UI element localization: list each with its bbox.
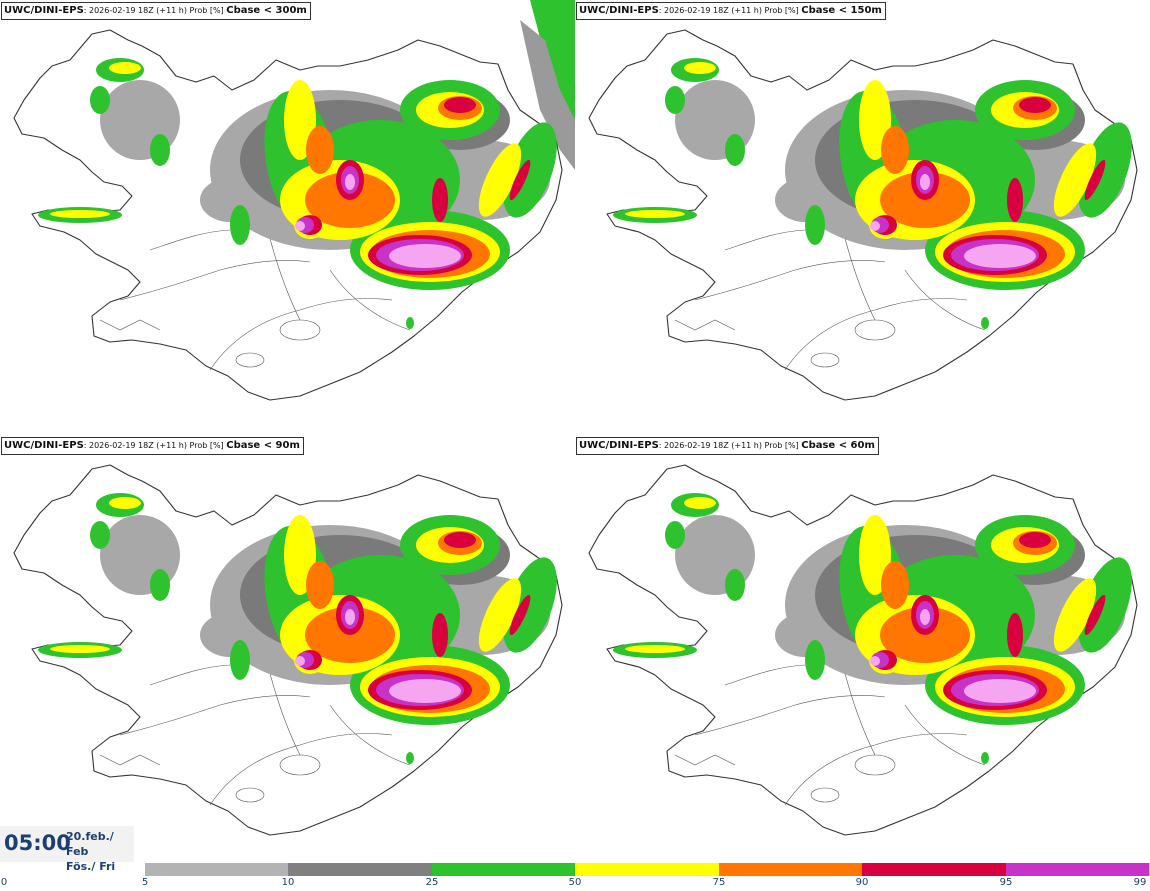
model-name: UWC/DINI-EPS: [4, 5, 84, 16]
legend-bar-50-75: [575, 863, 719, 876]
variable-label: Cbase < 60m: [801, 440, 875, 451]
variable-label: Cbase < 300m: [226, 5, 307, 16]
iceland-shape: [13, 464, 569, 836]
run-info: : 2026-02-19 18Z (+11 h) Prob [%]: [658, 6, 799, 15]
iceland-shape: [588, 29, 1144, 401]
map-panel-60m: UWC/DINI-EPS: 2026-02-19 18Z (+11 h) Pro…: [575, 435, 1150, 870]
valid-time-box: 05:00 20.feb./ Feb Fös./ Fri: [0, 826, 134, 873]
run-info: : 2026-02-19 18Z (+11 h) Prob [%]: [83, 6, 224, 15]
legend-tick: 0: [0, 877, 8, 888]
run-info: : 2026-02-19 18Z (+11 h) Prob [%]: [658, 441, 799, 450]
iceland-map: [588, 464, 1144, 836]
iceland-map: [588, 29, 1144, 401]
legend-bar-95-99: [1006, 863, 1149, 876]
map-panel-300m: UWC/DINI-EPS: 2026-02-19 18Z (+11 h) Pro…: [0, 0, 575, 435]
legend-tick: 50: [568, 877, 582, 888]
legend-tick: 10: [281, 877, 295, 888]
color-legend: 0 5 10 25 50 75 90 95 99: [0, 862, 1150, 891]
iceland-shape: [13, 29, 569, 401]
legend-tick: 5: [141, 877, 149, 888]
legend-bar-25-50: [432, 863, 575, 876]
variable-label: Cbase < 150m: [801, 5, 882, 16]
legend-bar-75-90: [719, 863, 862, 876]
legend-tick: 75: [712, 877, 726, 888]
iceland-shape: [588, 464, 1144, 836]
panel-title: UWC/DINI-EPS: 2026-02-19 18Z (+11 h) Pro…: [1, 437, 304, 455]
offshore-grey-area: [520, 20, 575, 170]
legend-bar-90-95: [862, 863, 1006, 876]
map-panel-90m: UWC/DINI-EPS: 2026-02-19 18Z (+11 h) Pro…: [0, 435, 575, 870]
model-name: UWC/DINI-EPS: [579, 440, 659, 451]
valid-time: 05:00: [4, 831, 71, 855]
run-info: : 2026-02-19 18Z (+11 h) Prob [%]: [83, 441, 224, 450]
panel-title: UWC/DINI-EPS: 2026-02-19 18Z (+11 h) Pro…: [576, 2, 886, 20]
legend-bar-5-10: [145, 863, 288, 876]
model-name: UWC/DINI-EPS: [4, 440, 84, 451]
map-panel-150m: UWC/DINI-EPS: 2026-02-19 18Z (+11 h) Pro…: [575, 0, 1150, 435]
variable-label: Cbase < 90m: [226, 440, 300, 451]
valid-date-line2: Fös./ Fri: [66, 860, 116, 873]
legend-tick: 25: [425, 877, 439, 888]
panel-title: UWC/DINI-EPS: 2026-02-19 18Z (+11 h) Pro…: [576, 437, 879, 455]
iceland-map: [13, 464, 569, 836]
legend-bar-10-25: [288, 863, 432, 876]
legend-tick: 99: [1133, 877, 1147, 888]
model-name: UWC/DINI-EPS: [579, 5, 659, 16]
valid-date: 20.feb./ Feb Fös./ Fri: [66, 829, 134, 874]
iceland-map: [13, 0, 575, 401]
legend-tick: 90: [855, 877, 869, 888]
panel-title: UWC/DINI-EPS: 2026-02-19 18Z (+11 h) Pro…: [1, 2, 311, 20]
valid-date-line1: 20.feb./ Feb: [66, 830, 114, 858]
legend-tick: 95: [999, 877, 1013, 888]
